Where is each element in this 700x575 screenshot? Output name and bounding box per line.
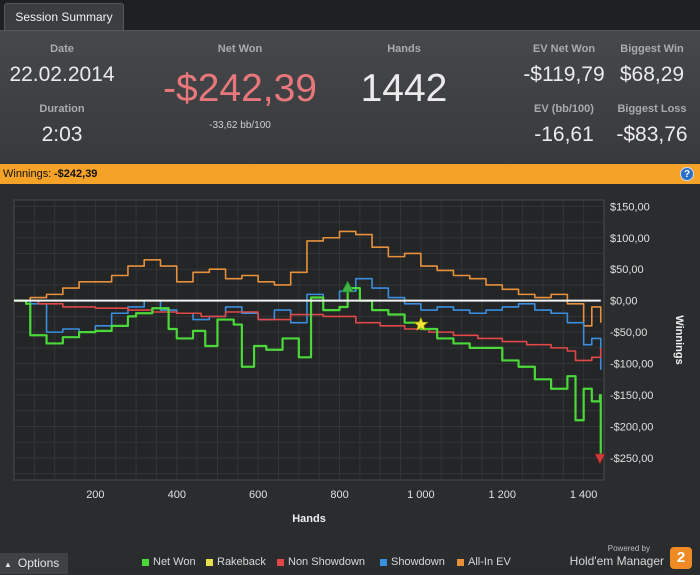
winnings-bar: Winnings: -$242,39 ? (0, 164, 700, 184)
y-tick-label: -$200,00 (610, 422, 653, 434)
hands-label: Hands (387, 43, 421, 55)
winnings-value: -$242,39 (54, 168, 98, 180)
session-summary-panel: Date 22.02.2014 Duration 2:03 Net Won -$… (0, 30, 700, 165)
duration-value: 2:03 (41, 123, 83, 146)
biggest-win-value: $68,29 (619, 63, 685, 86)
options-label: Options (17, 556, 60, 570)
y-tick-label: -$100,00 (610, 359, 653, 371)
x-tick-label: 400 (168, 489, 186, 501)
legend-net-won[interactable]: Net Won (142, 556, 196, 568)
powered-by-label: Powered by (607, 544, 650, 553)
x-tick-label: 200 (86, 489, 104, 501)
x-tick-label: 800 (330, 489, 348, 501)
star-marker (413, 316, 429, 331)
footer-bar: ▲ Options Net Won Rakeback Non Showdown S… (0, 544, 700, 574)
legend-rakeback-label: Rakeback (217, 556, 266, 568)
duration-label: Duration (39, 103, 85, 115)
winnings-chart: 200 400 600 800 1 000 1 200 1 400 $150,00 $100,0… (13, 199, 685, 525)
y-tick-label: $150,00 (610, 201, 650, 213)
trough-marker (594, 453, 606, 465)
net-won-label: Net Won (217, 43, 263, 55)
biggest-loss-value: -$83,76 (616, 123, 688, 146)
legend-allin-ev-label: All-In EV (468, 556, 511, 568)
non-showdown-swatch (277, 558, 284, 566)
hands-value: 1442 (360, 67, 448, 110)
legend-showdown[interactable]: Showdown (380, 556, 445, 568)
brand-badge-icon: 2 (670, 547, 692, 569)
y-tick-label: $0,00 (610, 296, 638, 308)
winnings-chart-area: 200 400 600 800 1 000 1 200 1 400 $150,00 $100,0… (0, 184, 700, 550)
series-showdown (14, 277, 602, 370)
series-net-won (14, 286, 602, 458)
legend-non-showdown[interactable]: Non Showdown (277, 556, 365, 568)
arrow-up-icon: ▲ (4, 560, 12, 569)
showdown-swatch (380, 558, 387, 566)
y-tick-label: $100,00 (610, 233, 650, 245)
winnings-label: Winnings: (3, 168, 52, 180)
tab-session-summary[interactable]: Session Summary (4, 3, 124, 30)
date-label: Date (50, 43, 74, 55)
legend-net-won-label: Net Won (153, 556, 196, 568)
y-tick-label: -$250,00 (610, 453, 653, 465)
y-tick-label: -$50,00 (610, 327, 647, 339)
allin-ev-swatch (457, 558, 464, 566)
series-all-in-ev (14, 230, 602, 327)
net-won-swatch (142, 558, 149, 566)
y-axis-title: Winnings (673, 315, 685, 364)
date-value: 22.02.2014 (9, 63, 115, 86)
legend-rakeback[interactable]: Rakeback (206, 556, 266, 568)
peak-marker (341, 280, 355, 293)
help-icon[interactable]: ? (680, 167, 694, 181)
rakeback-swatch (206, 558, 213, 566)
x-axis-title: Hands (292, 513, 326, 525)
hem2-logo: Powered by Hold'em Manager 2 (542, 544, 692, 574)
ev-net-won-label: EV Net Won (532, 43, 596, 55)
ev-net-won-value: -$119,79 (523, 63, 605, 86)
x-tick-label: 1 200 (489, 489, 517, 501)
x-tick-label: 1 400 (570, 489, 598, 501)
plot-background (13, 199, 605, 481)
legend-allin-ev[interactable]: All-In EV (457, 556, 511, 568)
ev-bb100-label: EV (bb/100) (534, 103, 594, 115)
legend-non-showdown-label: Non Showdown (288, 556, 366, 568)
brand-name: Hold'em Manager (569, 554, 664, 568)
series-non-showdown (14, 299, 602, 362)
options-button[interactable]: ▲ Options (0, 553, 68, 574)
biggest-loss-label: Biggest Loss (617, 103, 687, 115)
y-tick-label: -$150,00 (610, 390, 653, 402)
y-tick-label: $50,00 (610, 264, 644, 276)
biggest-win-label: Biggest Win (620, 43, 684, 55)
x-tick-label: 600 (249, 489, 267, 501)
ev-bb100-value: -16,61 (534, 123, 594, 146)
x-tick-label: 1 000 (407, 489, 435, 501)
net-won-value: -$242,39 (163, 67, 317, 110)
legend-showdown-label: Showdown (391, 556, 445, 568)
bb100-value: -33,62 bb/100 (209, 120, 271, 131)
tab-bar: Session Summary (0, 0, 700, 30)
